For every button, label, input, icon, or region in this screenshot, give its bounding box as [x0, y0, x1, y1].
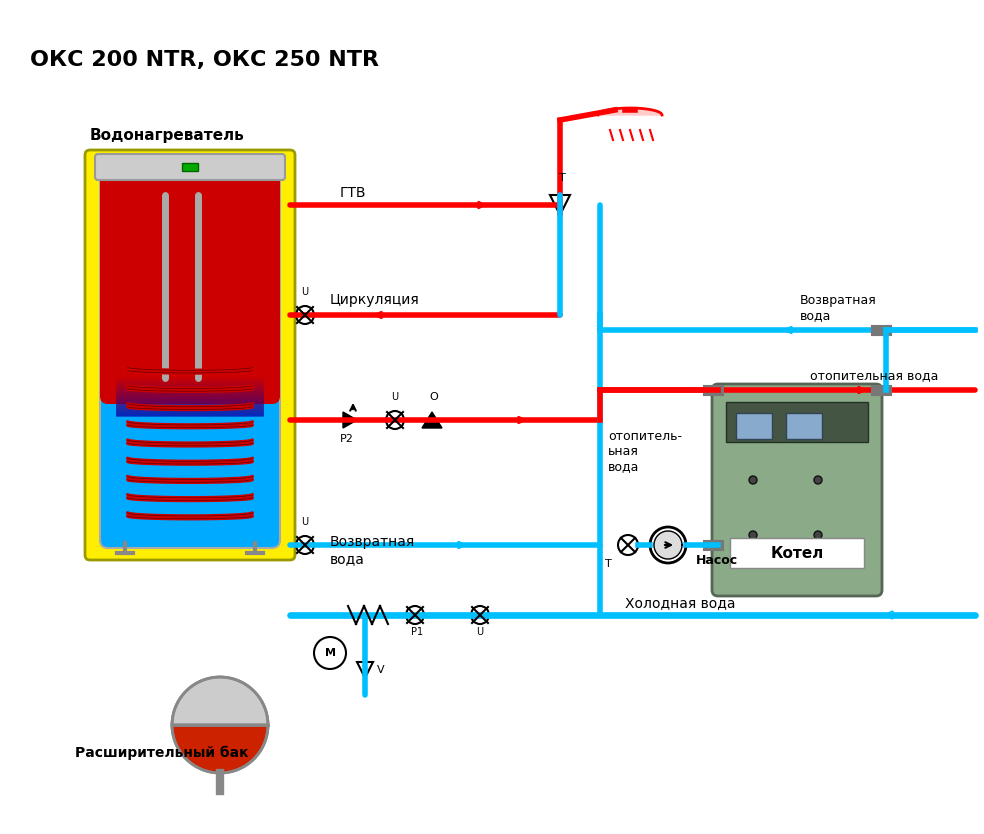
Text: Возвратная
вода: Возвратная вода — [800, 294, 877, 322]
Circle shape — [650, 527, 686, 563]
Bar — [726, 402, 868, 442]
Text: M: M — [325, 648, 336, 658]
Circle shape — [814, 476, 822, 484]
Text: U: U — [476, 627, 483, 637]
Text: V: V — [377, 665, 385, 675]
FancyBboxPatch shape — [100, 172, 280, 548]
Polygon shape — [598, 108, 662, 115]
Text: Возвратная
вода: Возвратная вода — [330, 535, 415, 566]
Circle shape — [618, 535, 638, 555]
Wedge shape — [172, 677, 268, 725]
Circle shape — [749, 476, 757, 484]
Circle shape — [814, 531, 822, 539]
Bar — [182, 163, 198, 171]
FancyBboxPatch shape — [85, 150, 295, 560]
FancyBboxPatch shape — [712, 384, 882, 596]
Text: Циркуляция: Циркуляция — [330, 293, 420, 307]
Bar — [786, 413, 822, 439]
Text: отопительная вода: отопительная вода — [810, 369, 939, 382]
Text: O: O — [430, 392, 439, 402]
Text: T: T — [604, 559, 611, 569]
Text: T: T — [559, 173, 566, 183]
Bar — [736, 413, 772, 439]
Text: U: U — [392, 392, 399, 402]
Polygon shape — [654, 531, 682, 559]
Text: Холодная вода: Холодная вода — [625, 596, 735, 610]
Text: Насос: Насос — [696, 554, 738, 567]
Text: Водонагреватель: Водонагреватель — [90, 128, 245, 143]
Text: P2: P2 — [340, 434, 354, 444]
Text: ОКС 200 NTR, ОКС 250 NTR: ОКС 200 NTR, ОКС 250 NTR — [30, 50, 379, 70]
FancyBboxPatch shape — [100, 172, 280, 404]
Polygon shape — [422, 412, 442, 428]
Text: Расширительный бак: Расширительный бак — [75, 746, 249, 760]
Bar — [730, 538, 864, 568]
Text: Котел: Котел — [770, 545, 824, 560]
Text: P1: P1 — [411, 627, 423, 637]
FancyBboxPatch shape — [95, 154, 285, 180]
Circle shape — [749, 531, 757, 539]
Wedge shape — [172, 725, 268, 773]
Polygon shape — [343, 412, 357, 428]
Text: U: U — [301, 517, 309, 527]
Polygon shape — [357, 662, 373, 678]
Text: U: U — [301, 287, 309, 297]
Circle shape — [314, 637, 346, 669]
Text: отопитель-
ьная
вода: отопитель- ьная вода — [608, 430, 682, 473]
Text: ГТВ: ГТВ — [340, 186, 366, 200]
